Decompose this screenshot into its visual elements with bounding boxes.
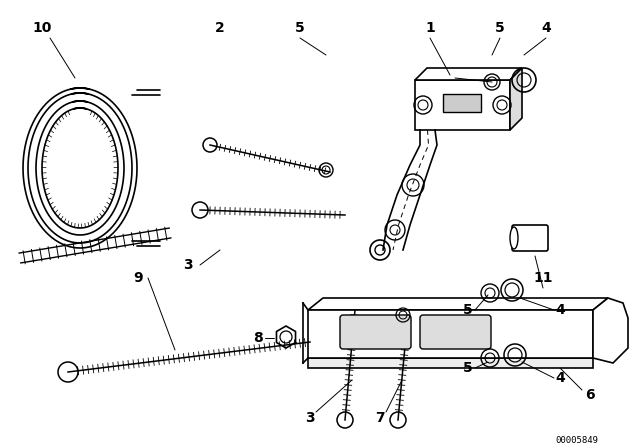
Text: 00005849: 00005849 <box>555 436 598 445</box>
Polygon shape <box>308 310 593 358</box>
Text: 7: 7 <box>375 411 385 425</box>
Text: 1: 1 <box>425 21 435 35</box>
FancyBboxPatch shape <box>443 94 481 112</box>
FancyBboxPatch shape <box>512 225 548 251</box>
Polygon shape <box>415 68 522 80</box>
Text: 3: 3 <box>183 258 193 272</box>
Text: 8: 8 <box>253 331 263 345</box>
FancyBboxPatch shape <box>340 315 411 349</box>
Text: 6: 6 <box>585 388 595 402</box>
Text: 5: 5 <box>463 303 473 317</box>
Polygon shape <box>510 68 522 130</box>
Polygon shape <box>593 298 628 363</box>
Polygon shape <box>308 298 608 310</box>
Text: 2: 2 <box>215 21 225 35</box>
Polygon shape <box>308 358 593 368</box>
Text: 4: 4 <box>555 303 565 317</box>
FancyBboxPatch shape <box>420 315 491 349</box>
Text: 4: 4 <box>555 371 565 385</box>
Text: 5: 5 <box>463 361 473 375</box>
Text: 4: 4 <box>541 21 551 35</box>
Text: 5: 5 <box>495 21 505 35</box>
FancyBboxPatch shape <box>415 80 510 130</box>
Text: 3: 3 <box>305 411 315 425</box>
Text: 9: 9 <box>133 271 143 285</box>
Text: 5: 5 <box>295 21 305 35</box>
Ellipse shape <box>510 227 518 249</box>
Text: 10: 10 <box>32 21 52 35</box>
Text: 11: 11 <box>533 271 553 285</box>
